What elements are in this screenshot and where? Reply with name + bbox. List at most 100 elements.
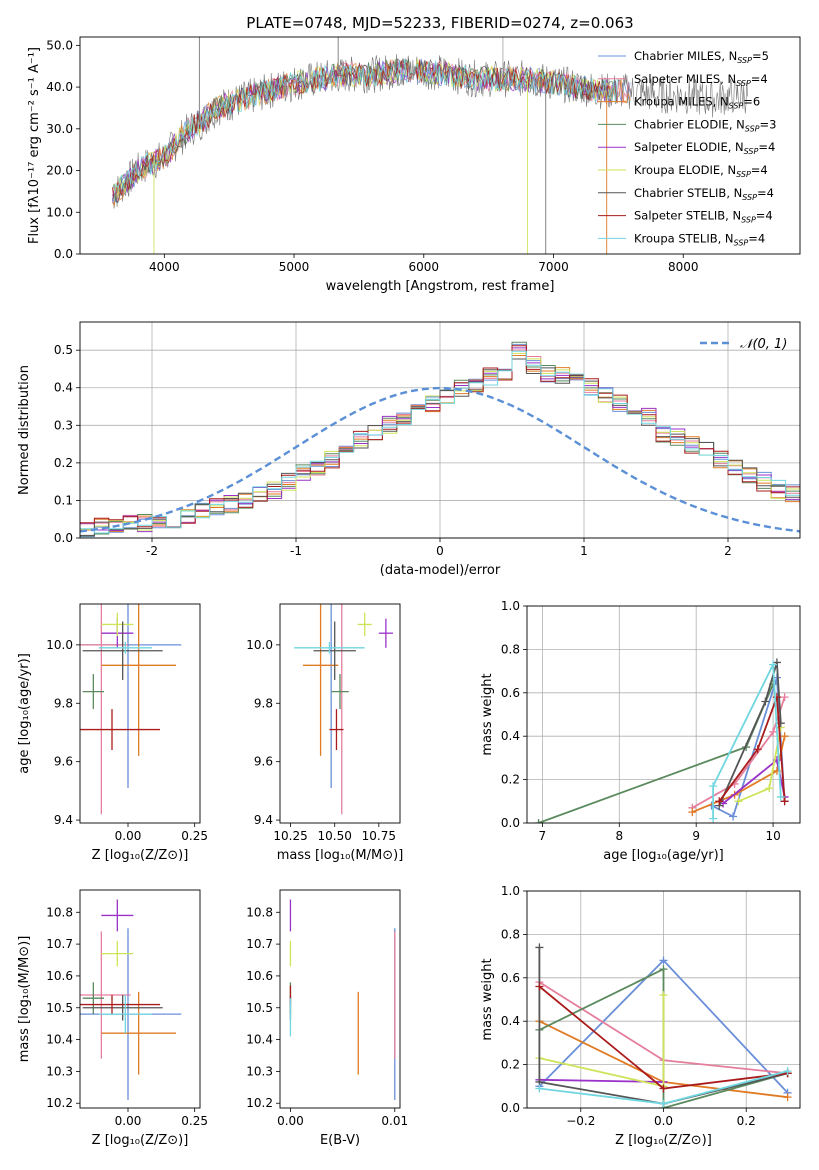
weight-marker	[776, 792, 785, 801]
weight-marker	[734, 797, 743, 806]
errorbar-point	[313, 621, 356, 680]
axes-frame	[279, 889, 401, 1109]
panel-weight_vs_Z: −0.2 0.0 0.2 0.0 0.2 0.4 0.6 0.8 1.0 Z [log₁₀(Z/Z…	[480, 884, 801, 1148]
y-tick-label: 0.0	[54, 247, 73, 261]
weight-marker	[780, 732, 789, 741]
weight-marker	[659, 1084, 668, 1093]
legend-label: Salpeter ELODIE, NSSP=4	[634, 140, 775, 156]
weight-marker	[535, 943, 544, 952]
weight-marker	[659, 1099, 668, 1108]
panel-residuals: -2 -1 0 1 2 0.0 0.1 0.2 0.3 0.4 0.5 (data-model)/er…	[17, 321, 801, 578]
axes-frame	[526, 605, 801, 824]
errorbar-point	[82, 621, 163, 680]
weight-marker	[709, 782, 718, 791]
y-tick-label: 0.4	[501, 1014, 520, 1028]
legend-label: 𝒩(0, 1)	[740, 337, 787, 352]
x-tick-label: 0.0	[654, 1114, 673, 1128]
x-tick-label: −0.2	[566, 1114, 595, 1128]
errorbar-point	[101, 940, 134, 967]
y-tick-label: 10.6	[246, 969, 273, 983]
y-axis-label: age [log₁₀(age/yr)]	[17, 653, 32, 774]
plot-area	[80, 604, 182, 815]
panel-weight_vs_age: 7 8 9 10 0.0 0.2 0.4 0.6 0.8 1.0 age [log₁₀(age/yr…	[480, 599, 801, 863]
x-axis-label: (data-model)/error	[380, 563, 501, 578]
errorbar-point	[98, 995, 152, 1034]
x-axis-label: E(B-V)	[320, 1133, 360, 1148]
y-tick-label: 10.5	[46, 1001, 73, 1015]
legend-label: Salpeter STELIB, NSSP=4	[634, 209, 773, 225]
y-tick-label: 10.3	[46, 1064, 73, 1078]
y-axis-label: Normed distribution	[17, 365, 32, 495]
errorbar-point	[294, 641, 365, 654]
weight-marker	[783, 1067, 792, 1076]
panels: 4000 5000 6000 7000 80000.010.020.030.040.05…	[17, 36, 801, 1148]
y-tick-label: 10.4	[46, 1033, 73, 1047]
y-tick-label: 9.8	[54, 696, 73, 710]
errorbar-point	[80, 995, 160, 1015]
legend-label: Kroupa MILES, NSSP=6	[634, 95, 760, 111]
errorbar-point	[101, 604, 176, 756]
panel-age_vs_mass: 10.25 10.50 10.75 9.4 9.6 9.8 10.0 mass [log₁₀(…	[246, 603, 403, 863]
weight-marker	[659, 991, 668, 1000]
errorbar-point	[302, 604, 339, 756]
errorbar-point	[101, 612, 134, 637]
y-tick-label: 10.8	[46, 905, 73, 919]
errorbar-point	[329, 709, 344, 750]
x-tick-label: 0.01	[381, 1114, 408, 1128]
x-tick-label: 0.2	[737, 1114, 756, 1128]
legend-label: Kroupa ELODIE, NSSP=4	[634, 163, 768, 179]
legend-label: Chabrier MILES, NSSP=5	[634, 49, 769, 65]
plot-area	[534, 658, 789, 823]
normal-curve	[80, 386, 800, 533]
weight-marker	[769, 727, 778, 736]
panel-age_vs_Z: 0.00 0.25 9.4 9.6 9.8 10.0 Z [log₁₀(Z/Z⊙)] age …	[17, 603, 208, 863]
legend-label: Salpeter MILES, NSSP=4	[634, 72, 768, 88]
weight-line	[718, 662, 782, 806]
x-axis-label: Z [log₁₀(Z/Z⊙)]	[92, 848, 189, 863]
histogram-step	[80, 350, 800, 534]
weight-marker	[765, 784, 774, 793]
weight-marker	[659, 965, 668, 974]
y-tick-label: 50.0	[46, 38, 73, 52]
x-axis-label: wavelength [Angstrom, rest frame]	[326, 279, 555, 294]
y-tick-label: 9.6	[254, 755, 273, 769]
y-tick-label: 0.6	[501, 971, 520, 985]
x-tick-label: -2	[146, 544, 158, 558]
y-axis-label: mass [log₁₀(M/M⊙)]	[17, 936, 32, 1063]
x-tick-label: 1	[580, 544, 588, 558]
y-tick-label: 0.2	[501, 773, 520, 787]
weight-line	[712, 661, 782, 819]
x-tick-label: 0.00	[277, 1114, 304, 1128]
weight-marker	[535, 1084, 544, 1093]
y-tick-label: 10.2	[246, 1096, 273, 1110]
x-tick-label: 7000	[538, 260, 569, 274]
axes-frame	[79, 889, 201, 1109]
x-tick-label: 0	[436, 544, 444, 558]
plot-area	[294, 604, 393, 815]
weight-marker	[753, 745, 762, 754]
histogram-step	[80, 341, 800, 537]
model-spectrum-line	[112, 58, 618, 202]
y-tick-label: 0.4	[54, 381, 73, 395]
errorbar-point	[80, 604, 128, 815]
y-tick-label: 0.4	[501, 729, 520, 743]
histogram-step	[80, 343, 800, 538]
y-tick-label: 10.3	[246, 1064, 273, 1078]
y-tick-label: 0.5	[54, 343, 73, 357]
x-tick-label: 4000	[149, 260, 180, 274]
figure-title: PLATE=0748, MJD=52233, FIBERID=0274, z=0…	[246, 14, 633, 32]
x-tick-label: -1	[290, 544, 302, 558]
y-tick-label: 1.0	[501, 884, 520, 898]
y-axis-label: Flux [fλ10⁻¹⁷ erg cm⁻² s⁻¹ A⁻¹]	[27, 47, 42, 244]
x-tick-label: 10.75	[362, 829, 396, 843]
legend-label: Chabrier STELIB, NSSP=4	[634, 186, 774, 202]
y-tick-label: 20.0	[46, 164, 73, 178]
y-tick-label: 10.7	[246, 937, 273, 951]
errorbar-point	[98, 641, 152, 654]
x-tick-label: 0.25	[181, 1114, 208, 1128]
y-tick-label: 10.6	[46, 969, 73, 983]
plot-area	[112, 37, 748, 254]
x-axis-label: Z [log₁₀(Z/Z⊙)]	[92, 1133, 189, 1148]
weight-marker	[761, 697, 770, 706]
